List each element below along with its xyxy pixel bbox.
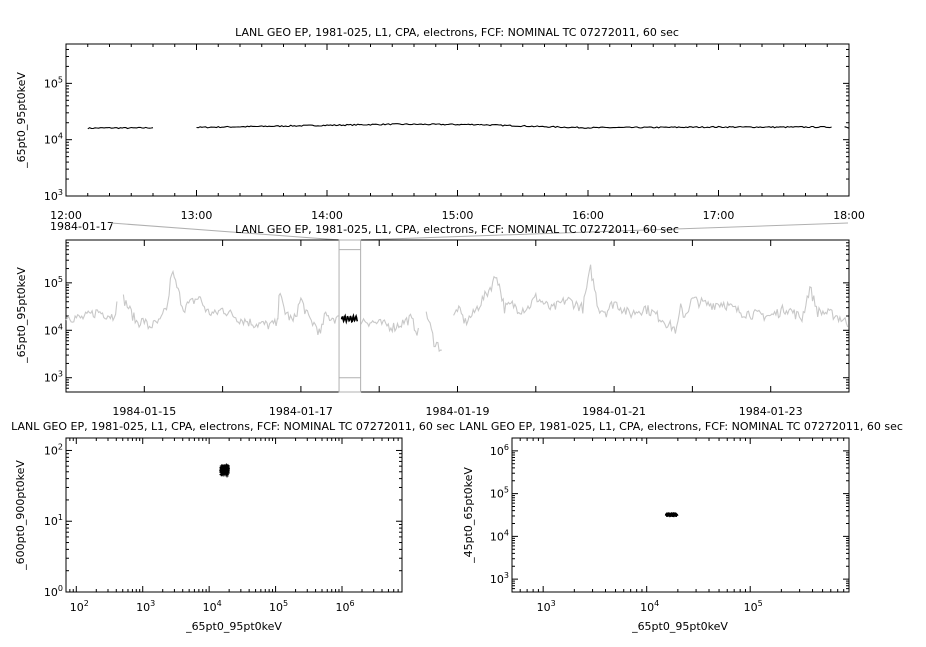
p1-series-line — [479, 123, 832, 129]
panel-bottom-left-scatter: LANL GEO EP, 1981-025, L1, CPA, electron… — [11, 420, 455, 633]
panel-br-title: LANL GEO EP, 1981-025, L1, CPA, electron… — [459, 420, 903, 433]
p2-ytick-label: 103 — [44, 370, 63, 385]
p3-xtick-label: 105 — [269, 599, 288, 614]
p1-xtick-label: 17:00 — [703, 209, 735, 222]
panel-br-xlabel: _65pt0_95pt0keV — [631, 620, 728, 633]
p2-context-line — [65, 301, 118, 323]
p1-xtick-label: 18:00 — [833, 209, 865, 222]
p4-xtick-label: 105 — [744, 599, 763, 614]
panel-top-frame — [65, 43, 850, 197]
p2-ytick-label: 104 — [44, 322, 63, 337]
panel-bottom-right-scatter: LANL GEO EP, 1981-025, L1, CPA, electron… — [459, 420, 903, 633]
p2-ytick-label: 105 — [44, 275, 63, 290]
p1-xtick-label: 15:00 — [442, 209, 474, 222]
panel-middle-frame — [65, 239, 850, 393]
panel-top-title: LANL GEO EP, 1981-025, L1, CPA, electron… — [235, 26, 679, 39]
zoom-connector-left — [110, 222, 341, 241]
p1-ytick-label: 103 — [44, 188, 63, 203]
p1-xtick-label: 14:00 — [311, 209, 343, 222]
panel-middle-timeseries: LANL GEO EP, 1981-025, L1, CPA, electron… — [15, 223, 850, 418]
panel-middle-title: LANL GEO EP, 1981-025, L1, CPA, electron… — [235, 223, 679, 236]
p2-xtick-label: 1984-01-21 — [582, 405, 646, 418]
p4-ytick-label: 103 — [490, 571, 509, 586]
p2-context-line — [453, 264, 849, 334]
p3-ytick-label: 100 — [44, 584, 63, 599]
p4-ytick-label: 106 — [490, 443, 509, 458]
p1-series-line — [87, 126, 154, 130]
p2-context-line — [425, 311, 442, 353]
p1-series-line — [196, 123, 480, 129]
p2-xtick-label: 1984-01-15 — [112, 405, 176, 418]
p4-ytick-label: 105 — [490, 486, 509, 501]
zoom-connector-right — [358, 222, 849, 241]
p3-xtick-label: 102 — [70, 599, 89, 614]
p2-xtick-label: 1984-01-23 — [739, 405, 803, 418]
p4-ytick-label: 104 — [490, 528, 509, 543]
panel-bl-ylabel: _600pt0_900pt0keV — [14, 460, 27, 571]
panel-middle-ylabel: _65pt0_95pt0keV — [15, 267, 28, 364]
p3-xtick-label: 104 — [203, 599, 222, 614]
p1-ytick-label: 105 — [44, 75, 63, 90]
p3-ytick-label: 102 — [44, 442, 63, 457]
p2-highlight-box — [338, 239, 362, 393]
panel-bl-frame — [65, 437, 403, 593]
p4-xtick-label: 103 — [537, 599, 556, 614]
panel-top-timeseries: LANL GEO EP, 1981-025, L1, CPA, electron… — [15, 26, 865, 233]
p3-xtick-label: 106 — [335, 599, 354, 614]
p4-xtick-label: 104 — [640, 599, 659, 614]
panel-bl-xlabel: _65pt0_95pt0keV — [185, 620, 282, 633]
p1-ytick-label: 104 — [44, 132, 63, 147]
p3-ytick-label: 101 — [44, 513, 63, 528]
p1-xtick-label: 16:00 — [572, 209, 604, 222]
panel-bl-title: LANL GEO EP, 1981-025, L1, CPA, electron… — [11, 420, 455, 433]
p3-xtick-label: 103 — [136, 599, 155, 614]
panel-top-date-label: 1984-01-17 — [50, 220, 114, 233]
p2-xtick-label: 1984-01-17 — [269, 405, 333, 418]
panel-br-frame — [511, 437, 850, 593]
p2-context-line — [122, 269, 339, 336]
panel-top-ylabel: _65pt0_95pt0keV — [15, 72, 28, 169]
p2-highlight-series — [340, 312, 359, 325]
p1-xtick-label: 12:00 — [50, 209, 82, 222]
p1-series-line — [844, 126, 850, 129]
p2-xtick-label: 1984-01-19 — [426, 405, 490, 418]
p1-xtick-label: 13:00 — [181, 209, 213, 222]
panel-br-ylabel: _45pt0_65pt0keV — [462, 467, 475, 564]
p2-context-line — [360, 313, 419, 336]
